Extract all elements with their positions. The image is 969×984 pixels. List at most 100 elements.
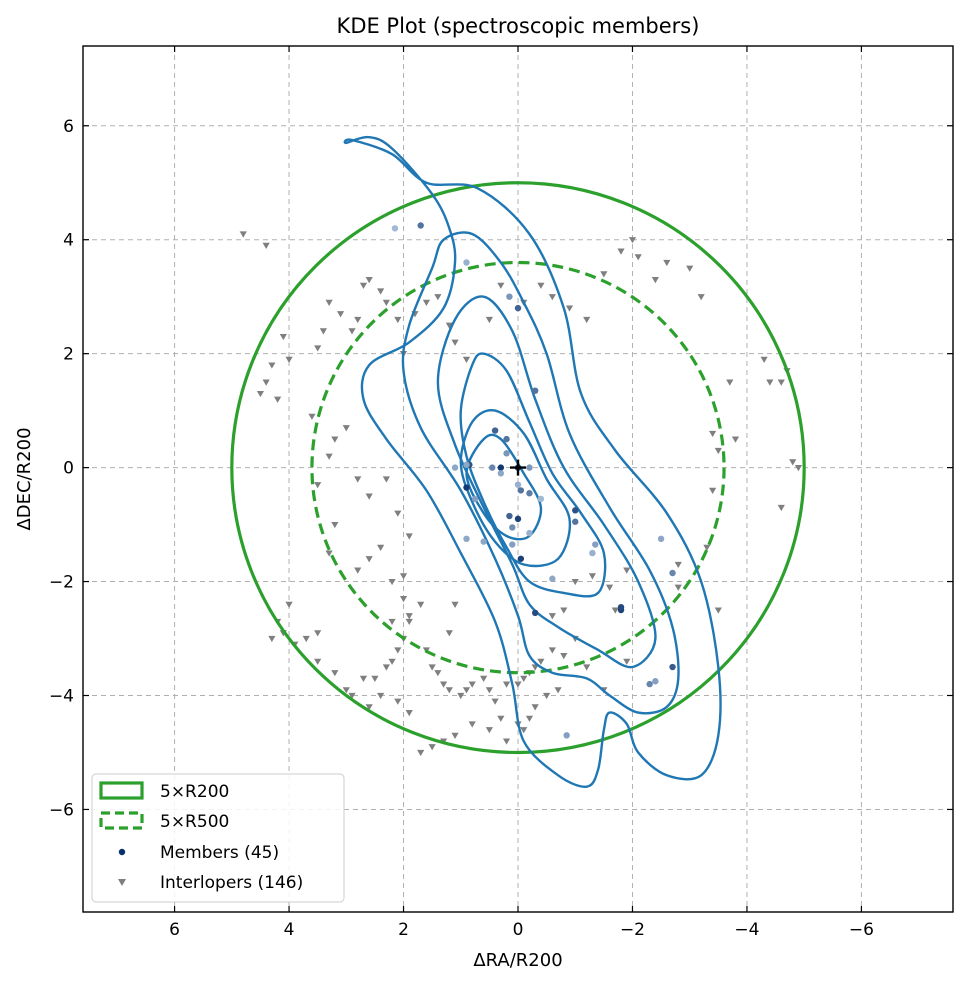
x-tick-label: 0 (513, 920, 524, 940)
interloper-point (651, 276, 659, 284)
interloper-point (468, 721, 476, 728)
interloper-point (331, 670, 339, 677)
interloper-point (548, 647, 556, 654)
interloper-point (314, 345, 322, 352)
interloper-point (268, 362, 276, 369)
member-point (463, 484, 470, 491)
interloper-point (348, 328, 356, 335)
interloper-point (462, 356, 471, 363)
chart-title: KDE Plot (spectroscopic members) (337, 14, 700, 38)
member-point (526, 529, 533, 537)
interloper-point (617, 248, 625, 255)
interloper-point (434, 670, 442, 677)
member-point (669, 663, 676, 671)
x-tick-label: −2 (620, 920, 645, 940)
legend: 5×R200 5×R500 Members (45) Interlopers (146… (91, 773, 345, 903)
interloper-point (554, 687, 562, 694)
member-point (509, 524, 516, 531)
interloper-point (262, 242, 270, 250)
member-point (451, 464, 459, 471)
interloper-point (709, 430, 717, 438)
interloper-point (359, 675, 368, 683)
interloper-point (485, 727, 493, 734)
member-point (514, 515, 522, 523)
interloper-point (583, 316, 591, 324)
legend-swatch-r200 (99, 781, 144, 800)
interloper-point (268, 635, 276, 643)
legend-label: Interlopers (146) (160, 873, 303, 893)
x-tick-label: −6 (849, 920, 874, 940)
interloper-point (434, 294, 442, 301)
member-point (657, 535, 665, 543)
interloper-point (325, 550, 333, 557)
interloper-point (405, 709, 413, 717)
interloper-point (485, 687, 493, 694)
member-point (506, 293, 513, 300)
legend-label: 5×R500 (160, 812, 229, 832)
interloper-point (382, 299, 390, 306)
interloper-point (537, 282, 545, 289)
interloper-point (371, 675, 379, 683)
interloper-point (600, 271, 608, 278)
interloper-point (417, 601, 425, 608)
interloper-point (274, 396, 282, 403)
center-cross-marker (510, 459, 526, 476)
plot-area: 6 4 2 0 −2 −4 −6 6 4 2 0 −2 −4 −6 (49, 45, 954, 940)
interloper-point (760, 356, 768, 363)
kde-contour (401, 231, 680, 715)
interloper-point (365, 493, 373, 500)
interloper-point (565, 305, 574, 312)
interloper-point (726, 379, 734, 386)
member-point (497, 470, 505, 477)
interloper-point (731, 436, 740, 443)
interloper-point (634, 254, 642, 261)
member-point (463, 461, 470, 468)
interloper-point (709, 487, 717, 494)
kde-contour (436, 295, 657, 669)
interloper-point (394, 698, 402, 705)
interloper-point (285, 356, 293, 363)
interloper-point (399, 573, 408, 580)
interloper-point (571, 578, 579, 586)
interloper-point (405, 533, 413, 540)
legend-box (91, 773, 345, 903)
interloper-point (377, 544, 385, 551)
interloper-point (388, 578, 396, 586)
member-point (480, 538, 487, 545)
r200-circle (230, 181, 806, 755)
interloper-point (697, 294, 705, 301)
member-point (526, 464, 533, 471)
member-point (592, 541, 599, 548)
interloper-point (428, 744, 436, 751)
interloper-point (462, 687, 471, 694)
interloper-point (331, 521, 339, 529)
interloper-point (314, 482, 322, 489)
interloper-point (342, 687, 350, 694)
x-tick-label: −4 (734, 920, 759, 940)
x-tick-label: 2 (398, 920, 409, 940)
legend-label: 5×R200 (160, 782, 229, 802)
interloper-point (405, 613, 413, 620)
member-point (417, 222, 424, 229)
member-point (563, 732, 570, 739)
interloper-point (548, 613, 556, 620)
interloper-point (520, 727, 528, 734)
member-point (549, 575, 556, 582)
interloper-point (531, 704, 539, 711)
interloper-point (394, 647, 402, 654)
member-point (517, 555, 525, 562)
interloper-point (417, 749, 425, 757)
interloper-point (468, 681, 476, 688)
interloper-point (382, 664, 390, 671)
interloper-point (583, 664, 591, 671)
interloper-point (377, 692, 385, 700)
interloper-point (336, 311, 345, 318)
interloper-point (485, 316, 493, 324)
interloper-point (663, 259, 671, 267)
interloper-point (497, 715, 505, 722)
interloper-point (279, 333, 287, 341)
interloper-point (674, 561, 682, 569)
member-point (537, 495, 545, 503)
legend-swatch-r500 (99, 811, 144, 830)
